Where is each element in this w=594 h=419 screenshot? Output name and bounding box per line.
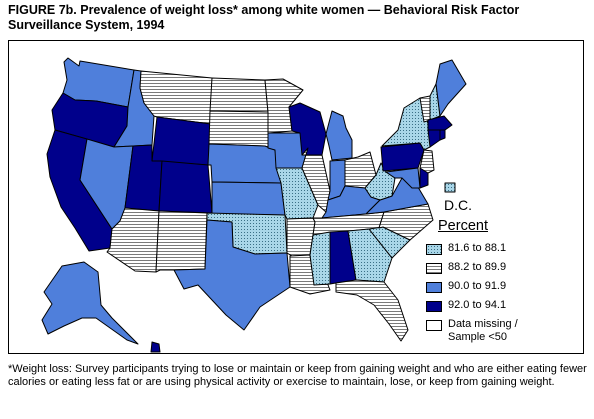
state-NE <box>207 143 282 184</box>
legend-label: 92.0 to 94.1 <box>448 299 507 311</box>
state-MS <box>309 231 331 286</box>
legend-swatch <box>426 320 442 331</box>
state-GA <box>347 228 393 283</box>
legend-swatch <box>426 282 442 293</box>
state-AK <box>41 261 139 345</box>
figure-title: FIGURE 7b. Prevalence of weight loss* am… <box>8 3 520 32</box>
state-KS <box>211 181 286 216</box>
legend-label: Data missing / Sample <50 <box>448 318 518 343</box>
state-ND <box>209 77 269 113</box>
state-PA <box>380 142 425 172</box>
legend-label: 81.6 to 88.1 <box>448 242 507 254</box>
state-CT <box>427 129 441 148</box>
state-MA <box>427 115 453 131</box>
dc-label: D.C. <box>444 197 472 213</box>
legend-title: Percent <box>438 218 488 234</box>
state-FL <box>335 279 409 342</box>
state-ME <box>435 59 467 117</box>
state-MI <box>325 110 353 161</box>
legend-swatch <box>426 244 442 255</box>
legend-swatch <box>426 263 442 274</box>
state-MD <box>385 167 421 189</box>
state-TX <box>173 219 291 331</box>
map-frame <box>8 40 584 354</box>
legend-label: 90.0 to 91.9 <box>448 280 507 292</box>
state-NJ <box>419 149 435 174</box>
state-HI <box>150 341 161 353</box>
state-RI <box>439 129 446 141</box>
state-SD <box>208 110 269 149</box>
legend-swatch <box>426 301 442 312</box>
state-CO <box>158 160 213 214</box>
legend-label: 88.2 to 89.9 <box>448 261 507 273</box>
state-NM <box>155 210 208 273</box>
footnote: *Weight loss: Survey participants trying… <box>8 363 587 388</box>
state-WY <box>151 116 212 166</box>
state-DC <box>444 182 456 193</box>
state-IL <box>301 147 331 213</box>
